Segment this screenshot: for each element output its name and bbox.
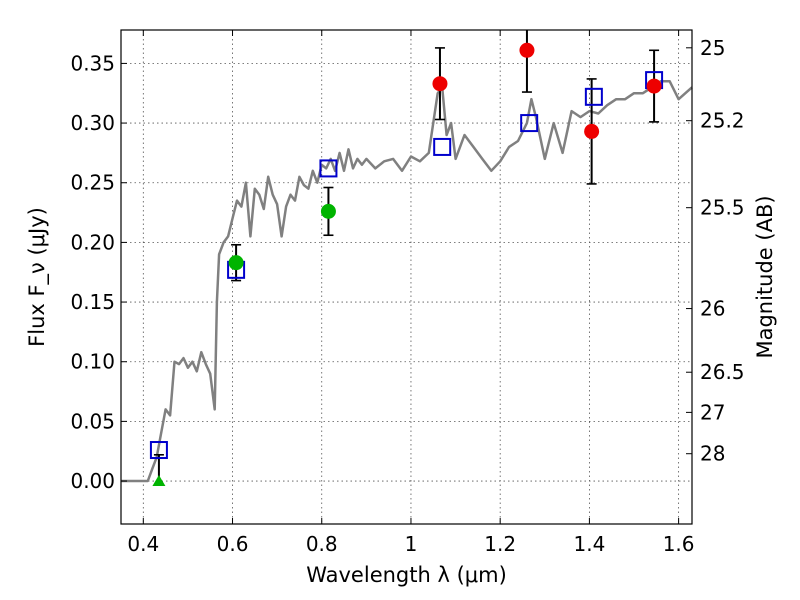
model-square bbox=[149, 441, 168, 460]
magnitude-tick-label: 25.5 bbox=[700, 196, 745, 220]
magnitude-axis-label: Magnitude (AB) bbox=[753, 195, 777, 358]
model-square bbox=[433, 137, 452, 156]
model-square bbox=[319, 159, 338, 178]
magnitude-tick-label: 25.2 bbox=[700, 109, 745, 133]
observed-point bbox=[646, 78, 662, 94]
errorbar-layer bbox=[153, 30, 660, 482]
magnitude-tick-label: 25 bbox=[700, 36, 725, 60]
grid-lines bbox=[121, 30, 692, 524]
x-tick-label: 1 bbox=[405, 532, 418, 556]
y-tick-label: 0.35 bbox=[70, 51, 115, 75]
marker-layer bbox=[149, 42, 664, 487]
upper-limit-triangle bbox=[152, 475, 166, 487]
observed-point bbox=[228, 255, 244, 271]
observed-point bbox=[584, 123, 600, 139]
y-tick-label: 0.30 bbox=[70, 111, 115, 135]
tick-layer bbox=[121, 30, 692, 524]
plot-frame bbox=[120, 29, 693, 525]
y-tick-label: 0.20 bbox=[70, 230, 115, 254]
x-tick-label: 1.6 bbox=[663, 532, 695, 556]
y-tick-label: 0.05 bbox=[70, 409, 115, 433]
tick-label-layer: 0.4 0.6 0.8 1 1.2 1.4 1.6 0.00 0.05 0.10 0.15 0.20 0… bbox=[70, 36, 744, 556]
x-tick-label: 0.6 bbox=[217, 532, 249, 556]
y-tick-label: 0.25 bbox=[70, 171, 115, 195]
magnitude-tick-label: 26 bbox=[700, 297, 725, 321]
magnitude-tick-label: 27 bbox=[700, 400, 725, 424]
x-tick-label: 1.4 bbox=[573, 532, 605, 556]
x-tick-label: 0.4 bbox=[127, 532, 159, 556]
spectrum-layer bbox=[121, 80, 693, 483]
model-square bbox=[520, 114, 539, 133]
x-tick-label: 1.2 bbox=[484, 532, 516, 556]
y-tick-label: 0.00 bbox=[70, 469, 115, 493]
observed-point bbox=[519, 42, 535, 58]
y-tick-label: 0.10 bbox=[70, 350, 115, 374]
observed-point bbox=[320, 203, 336, 219]
x-axis-label: Wavelength λ (μm) bbox=[306, 563, 507, 587]
y-axis-label: Flux F_ν (μJy) bbox=[25, 207, 50, 347]
spectrum-line bbox=[121, 80, 693, 483]
magnitude-tick-label: 26.5 bbox=[700, 360, 745, 384]
magnitude-tick-label: 28 bbox=[700, 442, 725, 466]
y-tick-label: 0.15 bbox=[70, 290, 115, 314]
x-tick-label: 0.8 bbox=[306, 532, 338, 556]
observed-point bbox=[432, 76, 448, 92]
model-square bbox=[584, 87, 603, 106]
